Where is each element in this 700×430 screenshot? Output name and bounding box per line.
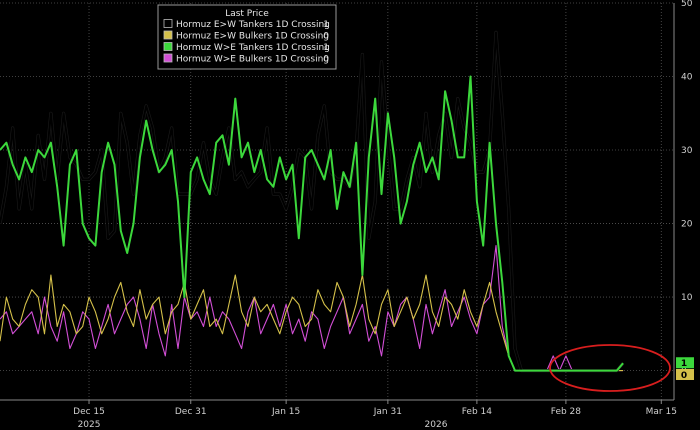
legend-entry-value: 0 [323,55,329,65]
series-line [0,31,624,372]
highlight-ellipse [549,344,671,392]
end-value-badge [676,369,694,381]
x-tick-label: Jan 31 [373,407,402,417]
x-tick-label: Dec 15 [73,407,105,417]
legend-entry-label: Hormuz E>W Tankers 1D Crossing [176,20,330,30]
legend-swatch [163,53,173,63]
grid [0,2,674,400]
x-tick-label: Jan 15 [271,407,300,417]
end-value-label: 1 [681,359,687,369]
y-tick-label: 30 [681,146,693,156]
legend-entry-value: 1 [323,20,329,30]
legend-entry-label: Hormuz W>E Bulkers 1D Crossing [176,55,329,65]
series-layer [0,30,625,373]
annotation-layer [549,344,671,392]
legend-entry-label: Hormuz E>W Bulkers 1D Crossing [176,32,329,42]
y-tick-label: 10 [681,293,693,303]
end-value-label: 0 [681,371,687,381]
legend-entry-value: 0 [323,32,329,42]
y-tick-label: 50 [681,0,693,9]
y-tick-label: 20 [681,220,693,230]
x-tick-label: Mar 15 [646,407,677,417]
y-tick-label: 40 [681,73,693,83]
x-tick-label: Feb 14 [462,407,493,417]
legend-swatch [163,42,173,51]
legend-entry-label: Hormuz W>E Tankers 1D Crossing [176,43,330,53]
legend-swatch [163,30,173,40]
legend-box [157,4,337,70]
year-label: 2026 [425,420,448,430]
x-tick-label: Dec 31 [175,407,207,417]
legend-title: Last Price [225,9,269,19]
series-line [0,75,624,372]
legend-swatch [163,19,173,28]
x-tick-label: Feb 28 [551,407,582,417]
legend-entry-value: 1 [323,43,329,53]
end-value-badge [676,357,694,369]
year-label: 2025 [78,420,101,430]
